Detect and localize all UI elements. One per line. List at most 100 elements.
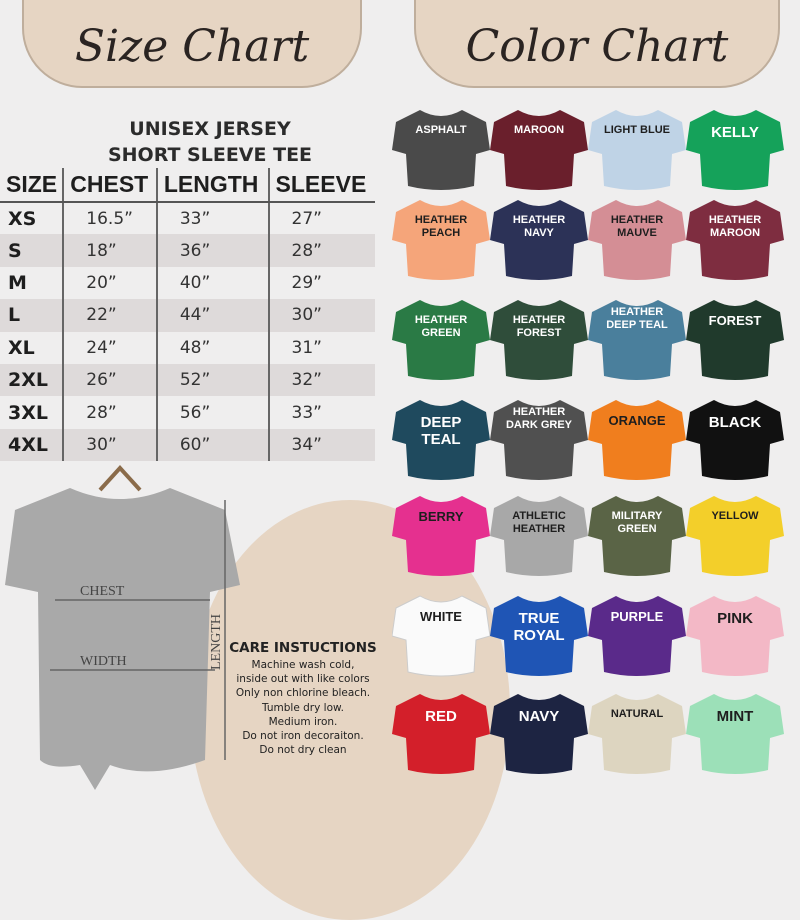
table-cell: 32”	[267, 363, 375, 397]
tshirt-icon	[588, 596, 686, 676]
color-name: PINK	[717, 610, 753, 627]
length-label: LENGTH	[209, 614, 224, 670]
color-swatch: HEATHER NAVY	[490, 192, 588, 282]
color-swatch: ORANGE	[588, 392, 686, 482]
table-cell: 60”	[155, 428, 269, 462]
color-swatch: KELLY	[686, 102, 784, 192]
table-cell: 48”	[155, 331, 269, 364]
column-header: SLEEVE	[267, 168, 375, 203]
color-name: ORANGE	[608, 413, 666, 428]
color-swatch: HEATHER MAROON	[686, 192, 784, 282]
color-name: NATURAL	[610, 708, 664, 720]
tshirt-icon	[686, 596, 784, 676]
table-row: XS 16.5” 33” 27”	[0, 202, 375, 235]
table-cell: M	[8, 271, 27, 294]
tshirt-icon	[392, 694, 490, 774]
color-name: HEATHER MAUVE	[610, 214, 664, 239]
table-cell: XL	[8, 336, 35, 359]
color-name: WHITE	[420, 609, 462, 624]
care-line: Do not iron decoraiton.	[242, 730, 364, 743]
tshirt-icon	[588, 694, 686, 774]
color-name: BLACK	[708, 414, 762, 431]
size-chart-heading: Size Chart	[22, 0, 362, 88]
table-cell: 30”	[267, 299, 375, 332]
tshirt-icon	[490, 110, 588, 190]
color-name: HEATHER DARK GREY	[505, 406, 572, 431]
column-header: CHEST	[62, 168, 157, 203]
tshirt-icon	[588, 496, 686, 576]
color-name: LIGHT BLUE	[604, 124, 670, 136]
table-cell: 4XL	[0, 428, 64, 462]
table-row: XL 24” 48” 31”	[0, 331, 375, 364]
width-label: WIDTH	[80, 654, 127, 669]
table-row: M 20” 40” 29”	[0, 266, 375, 300]
care-line: Do not dry clean	[259, 744, 347, 757]
tshirt-icon	[392, 400, 490, 480]
table-cell: 31”	[267, 331, 375, 364]
table-cell: 30”	[62, 428, 157, 462]
care-line: Tumble dry low.	[262, 701, 344, 714]
color-swatch: DEEP TEAL	[392, 392, 490, 482]
table-cell: 24”	[62, 331, 157, 364]
tshirt-icon	[686, 694, 784, 774]
tshirt-icon	[686, 496, 784, 576]
color-swatch: PINK	[686, 588, 784, 678]
tshirt-icon	[392, 110, 490, 190]
tshirt-icon	[588, 200, 686, 280]
table-cell: 16.5”	[62, 202, 157, 235]
color-swatch: PURPLE	[588, 588, 686, 678]
care-line: Only non chlorine bleach.	[235, 687, 371, 700]
color-name: MAROON	[513, 124, 565, 136]
color-name: FOREST	[708, 313, 762, 328]
color-name: BERRY	[418, 509, 464, 524]
color-swatch: MINT	[686, 686, 784, 776]
table-cell: 52”	[155, 363, 269, 397]
table-row: L 22” 44” 30”	[0, 299, 375, 332]
color-swatch: NAVY	[490, 686, 588, 776]
tshirt-icon	[490, 400, 588, 480]
care-title: CARE INSTUCTIONS	[229, 640, 377, 656]
tshirt-icon	[490, 496, 588, 576]
table-cell: 28”	[267, 234, 375, 267]
color-swatch: HEATHER GREEN	[392, 292, 490, 382]
color-swatch: BLACK	[686, 392, 784, 482]
color-swatch: ATHLETIC HEATHER	[490, 488, 588, 578]
color-name: MINT	[716, 708, 754, 725]
tshirt-icon	[392, 300, 490, 380]
color-swatch: HEATHER DEEP TEAL	[588, 292, 686, 382]
care-line: Medium iron.	[268, 715, 338, 728]
color-swatch: BERRY	[392, 488, 490, 578]
care-line: Machine wash cold,	[251, 659, 355, 671]
table-cell: 22”	[62, 299, 157, 332]
color-name: ATHLETIC HEATHER	[512, 510, 566, 535]
color-swatch: MILITARY GREEN	[588, 488, 686, 578]
table-cell: 18”	[62, 234, 157, 267]
tshirt-icon	[392, 200, 490, 280]
color-name: HEATHER NAVY	[512, 214, 566, 239]
color-swatch: FOREST	[686, 292, 784, 382]
tshirt-icon	[588, 110, 686, 190]
table-row: S 18” 36” 28”	[0, 234, 375, 267]
table-cell: 56”	[155, 396, 269, 429]
color-name: HEATHER MAROON	[708, 214, 762, 239]
table-cell: 2XL	[0, 363, 64, 397]
column-header: SIZE	[0, 168, 64, 203]
table-cell: 28”	[62, 396, 157, 429]
tshirt-icon	[490, 300, 588, 380]
color-name: NAVY	[518, 708, 560, 725]
tshirt-icon	[490, 200, 588, 280]
color-name: PURPLE	[610, 609, 664, 624]
color-swatch: MAROON	[490, 102, 588, 192]
color-chart-heading: Color Chart	[414, 0, 780, 88]
table-cell: 26”	[62, 363, 157, 397]
color-name: MILITARY GREEN	[611, 510, 663, 535]
tshirt-icon	[490, 596, 588, 676]
tshirt-icon	[490, 694, 588, 774]
table-cell: 44”	[155, 299, 269, 332]
color-name: TRUE ROYAL	[513, 610, 565, 644]
table-cell: 29”	[267, 266, 375, 300]
tshirt-icon	[686, 200, 784, 280]
tshirt-icon	[686, 300, 784, 380]
chest-label: CHEST	[80, 584, 125, 599]
product-title-line2: SHORT SLEEVE TEE	[107, 144, 313, 166]
